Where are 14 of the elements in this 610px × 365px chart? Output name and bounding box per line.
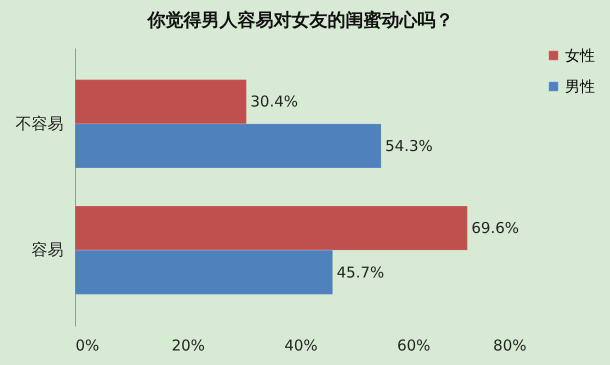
x-tick-label: 0% [76, 336, 100, 354]
data-label: 54.3% [385, 136, 433, 155]
x-tick-label: 80% [493, 336, 526, 354]
data-label: 45.7% [336, 263, 384, 282]
legend-label: 女性 [565, 46, 595, 64]
y-tick-label: 容易 [32, 240, 64, 260]
data-label: 30.4% [250, 92, 298, 111]
chart-title: 你觉得男人容易对女友的闺蜜动心吗？ [146, 10, 454, 31]
legend-label: 男性 [565, 78, 595, 96]
data-label: 69.6% [471, 219, 520, 238]
y-tick-label: 不容易 [16, 114, 64, 133]
x-tick-label: 20% [172, 336, 205, 354]
x-tick-label: 40% [284, 336, 318, 354]
x-tick-label: 60% [397, 336, 430, 354]
